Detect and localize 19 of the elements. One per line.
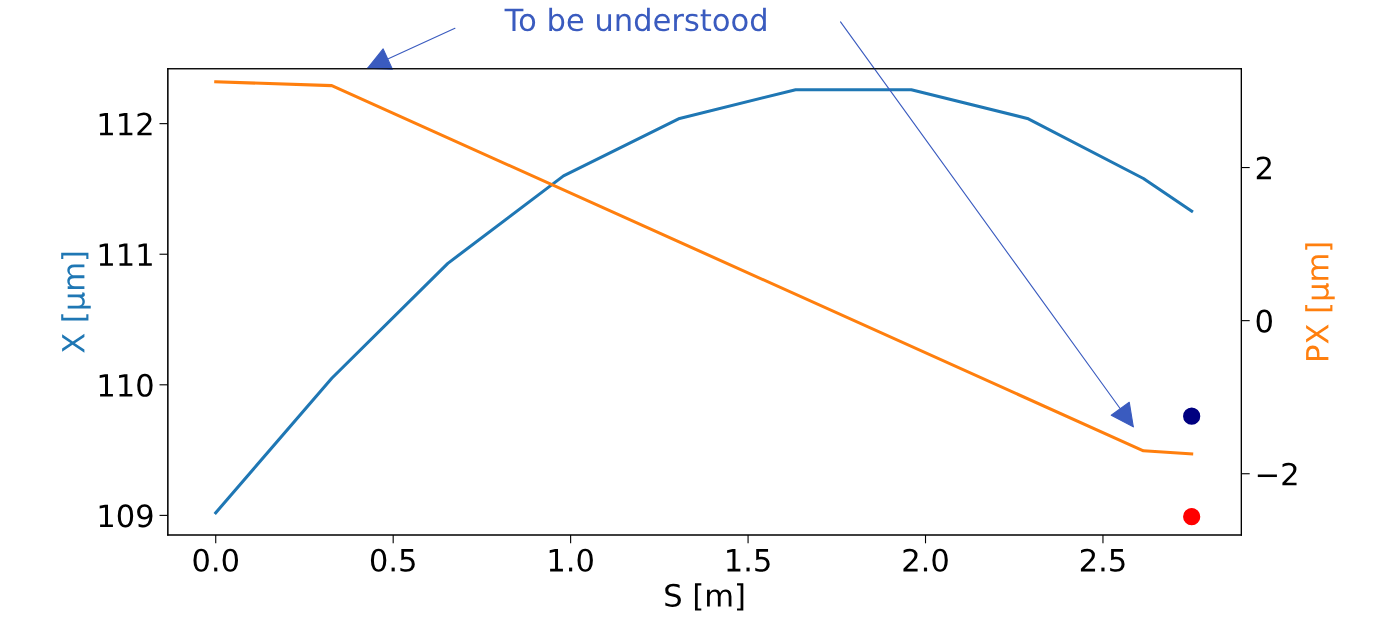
y-tick-label: 110 [99,373,153,397]
y2-tick-label: −2 [1257,462,1297,486]
y2-tick-label: 0 [1256,309,1272,333]
y2-tick-label: 2 [1256,156,1271,180]
y-tick-label: 109 [99,504,153,528]
x-tick-label: 0.0 [193,548,239,572]
x-tick-label: 0.5 [370,548,415,572]
x-tick-label: 2.5 [1080,548,1125,572]
y2-axis-title: PX [µm] [1305,243,1335,360]
line-series [214,88,1194,515]
text: To be understood [504,7,766,32]
y-tick-label: 112 [99,112,152,136]
y-tick-label: 111 [99,243,152,266]
line-series [214,80,1194,456]
x-tick-label: 1.0 [549,548,593,572]
y-axis-title: X [µm] [61,252,91,353]
x-tick-label: 2.0 [903,548,948,572]
x-axis-title: S [m] [665,583,744,611]
x-tick-label: 1.5 [727,549,770,572]
